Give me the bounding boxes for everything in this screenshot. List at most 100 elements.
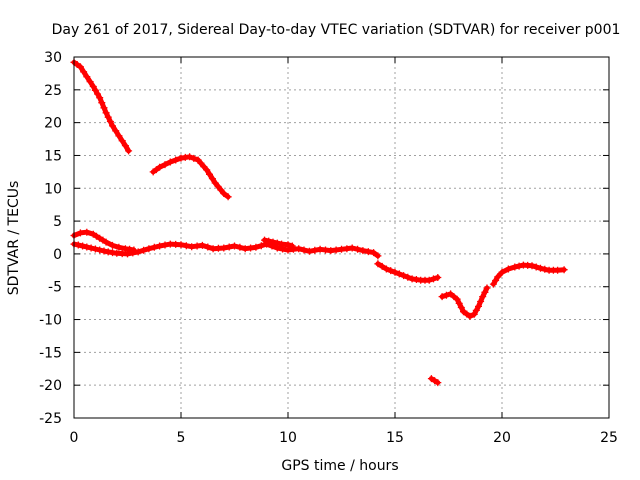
data-point: [231, 242, 238, 250]
y-tick-label: 20: [44, 116, 62, 132]
data-point: [412, 276, 420, 283]
data-point: [198, 241, 206, 249]
data-point: [236, 243, 244, 251]
series-arc-8: [438, 284, 491, 320]
data-point: [220, 190, 228, 197]
data-point: [483, 284, 491, 292]
data-point: [434, 379, 442, 387]
data-point: [150, 243, 158, 251]
data-point: [220, 244, 228, 252]
data-point: [364, 248, 372, 256]
data-point: [91, 86, 99, 94]
data-point: [91, 245, 99, 253]
axes: 0 5 10 15 20 25 -25 -20 -15 -10 -5 0 5 10 15 20 25 30: [39, 50, 618, 446]
data-point: [300, 246, 308, 254]
data-point: [208, 175, 216, 183]
data-point: [295, 245, 303, 253]
data-point: [481, 288, 489, 296]
data-point: [400, 272, 408, 280]
x-tick-label: 10: [279, 430, 297, 446]
data-point: [204, 243, 212, 251]
data-point: [104, 113, 112, 121]
grid-lines: [74, 57, 609, 418]
data-point: [404, 273, 412, 281]
data-point: [374, 260, 382, 268]
data-point: [106, 118, 114, 125]
data-point: [94, 90, 101, 98]
x-tick-label: 20: [493, 430, 511, 446]
data-series: [70, 58, 568, 387]
data-point: [252, 243, 260, 251]
data-point: [241, 245, 249, 253]
chart-title: Day 261 of 2017, Sidereal Day-to-day VTE…: [52, 22, 621, 38]
data-point: [112, 127, 120, 135]
data-point: [374, 252, 382, 260]
data-point: [425, 276, 433, 284]
data-point: [172, 156, 180, 164]
data-point: [225, 243, 233, 251]
data-point: [190, 154, 198, 162]
data-point: [475, 302, 482, 310]
data-point: [224, 193, 232, 201]
data-point: [156, 163, 164, 171]
data-point: [96, 246, 104, 254]
series-line: [71, 59, 132, 154]
data-point: [438, 293, 446, 301]
data-point: [472, 306, 480, 314]
data-point: [145, 245, 153, 253]
data-point: [391, 268, 399, 276]
data-point: [332, 246, 340, 254]
y-tick-label: 15: [44, 148, 62, 164]
data-point: [161, 241, 169, 249]
y-tick-label: -10: [39, 313, 62, 329]
data-point: [532, 263, 540, 271]
y-tick-label: -5: [48, 280, 62, 296]
data-point: [161, 161, 169, 169]
x-tick-label: 15: [386, 430, 404, 446]
data-point: [182, 242, 190, 250]
x-axis-label: GPS time / hours: [281, 458, 398, 474]
data-point: [511, 263, 519, 271]
data-point: [109, 122, 116, 130]
data-point: [124, 250, 131, 258]
y-tick-label: 25: [44, 83, 62, 99]
data-point: [554, 266, 562, 274]
data-point: [311, 246, 319, 254]
data-point: [489, 280, 497, 288]
data-point: [115, 132, 123, 140]
data-point: [515, 262, 523, 270]
data-point: [102, 109, 110, 117]
data-point: [305, 247, 313, 255]
data-point: [541, 265, 549, 273]
data-point: [100, 247, 108, 255]
data-point: [265, 237, 273, 245]
data-point: [430, 275, 437, 283]
data-point: [442, 291, 450, 299]
data-point: [98, 99, 106, 107]
data-point: [498, 268, 506, 276]
data-point: [89, 83, 97, 90]
data-point: [288, 242, 296, 250]
data-point: [382, 265, 390, 273]
data-point: [109, 249, 116, 257]
data-point: [186, 153, 194, 161]
data-point: [104, 248, 112, 256]
data-point: [102, 238, 110, 246]
series-arc-9: [489, 261, 568, 288]
data-point: [80, 68, 88, 76]
series-arc-1: [70, 58, 133, 155]
x-tick-label: 25: [600, 430, 618, 446]
data-point: [477, 298, 485, 305]
data-point: [156, 242, 164, 250]
series-arc-5: [261, 236, 296, 250]
data-point: [453, 295, 461, 303]
data-point: [354, 245, 362, 253]
y-tick-label: -25: [39, 411, 62, 427]
series-arc-2: [149, 153, 232, 201]
y-axis-label: SDTVAR / TECUs: [6, 181, 22, 296]
y-tick-label: -15: [39, 345, 62, 361]
data-point: [284, 241, 292, 249]
series-arc-4: [70, 240, 382, 260]
y-tick-label: 0: [53, 247, 62, 263]
